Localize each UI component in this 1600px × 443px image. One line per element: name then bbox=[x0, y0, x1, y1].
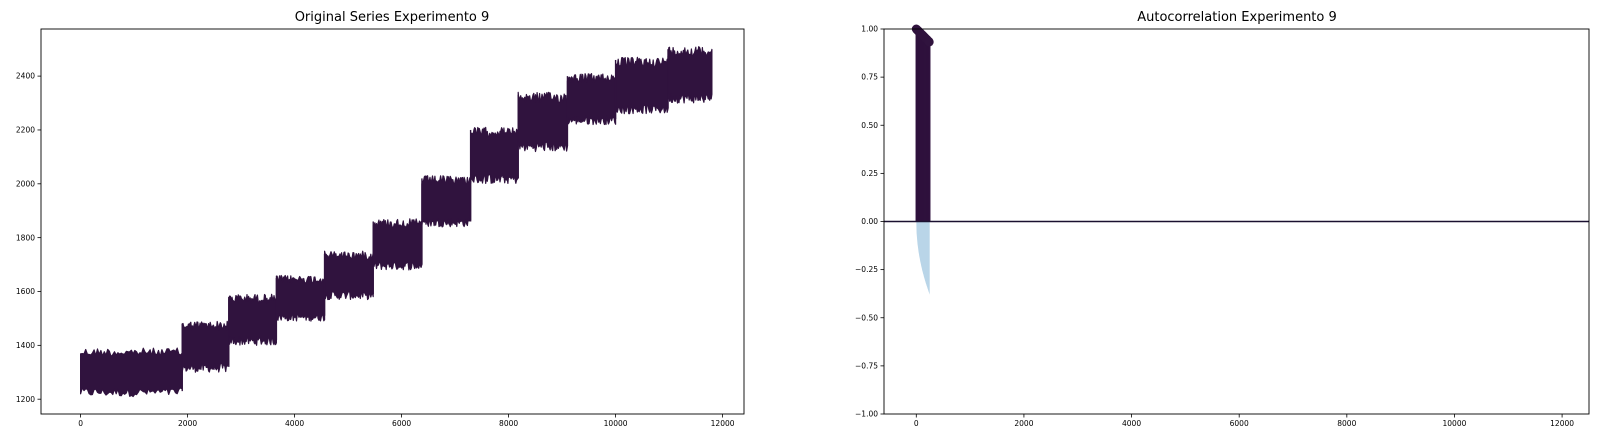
acf-marker bbox=[924, 37, 934, 47]
series-band bbox=[566, 73, 617, 126]
series-band bbox=[470, 126, 519, 185]
x-tick-label: 2000 bbox=[1014, 419, 1033, 428]
chart-title: Autocorrelation Experimento 9 bbox=[1137, 10, 1337, 25]
y-tick-label: 1600 bbox=[16, 287, 35, 296]
x-tick-label: 4000 bbox=[1122, 419, 1141, 428]
series-segment bbox=[181, 296, 230, 373]
x-tick-label: 10000 bbox=[604, 419, 628, 428]
x-tick-label: 8000 bbox=[1337, 419, 1356, 428]
x-tick-label: 12000 bbox=[711, 419, 735, 428]
x-axis: 0 2000 4000 6000 8000 10000 12000 bbox=[914, 414, 1574, 428]
x-tick-label: 10000 bbox=[1443, 419, 1467, 428]
series-band bbox=[421, 175, 472, 228]
x-tick-label: 12000 bbox=[1550, 419, 1574, 428]
x-tick-label: 2000 bbox=[178, 419, 197, 428]
y-tick-label: 0.75 bbox=[861, 73, 878, 82]
series-segment bbox=[517, 76, 569, 153]
x-tick-label: 4000 bbox=[285, 419, 304, 428]
y-axis: 1200 1400 1600 1800 2000 2200 2400 bbox=[16, 72, 41, 404]
series-band bbox=[517, 91, 568, 153]
series-segment bbox=[324, 221, 374, 301]
acf-stems bbox=[915, 29, 931, 222]
y-tick-label: −0.75 bbox=[855, 361, 878, 370]
y-tick-label: 1200 bbox=[16, 395, 35, 404]
original-series-chart: Original Series Experimento 9 0 2000 4000 6… bbox=[16, 10, 745, 428]
series-band bbox=[324, 250, 374, 301]
series-segment bbox=[667, 46, 713, 104]
y-tick-label: 0.00 bbox=[861, 217, 878, 226]
confidence-band bbox=[916, 221, 930, 295]
series-segment bbox=[228, 278, 278, 346]
x-tick-label: 0 bbox=[78, 419, 83, 428]
series-band bbox=[80, 347, 183, 398]
y-tick-label: −0.25 bbox=[855, 265, 878, 274]
series-segment bbox=[615, 49, 669, 115]
series-segment bbox=[421, 129, 472, 228]
x-tick-label: 6000 bbox=[1230, 419, 1249, 428]
y-tick-label: 1.00 bbox=[861, 25, 878, 34]
series-segment bbox=[275, 253, 326, 322]
series-segment bbox=[566, 59, 617, 126]
y-tick-label: 2000 bbox=[16, 179, 35, 188]
series-band bbox=[228, 293, 277, 346]
y-tick-label: 2400 bbox=[16, 72, 35, 81]
y-tick-label: 1400 bbox=[16, 341, 35, 350]
autocorrelation-chart: Autocorrelation Experimento 9 0 2000 4000 6… bbox=[855, 10, 1590, 428]
x-tick-label: 0 bbox=[914, 419, 919, 428]
x-axis: 0 2000 4000 6000 8000 10000 12000 bbox=[78, 414, 735, 428]
series-band bbox=[181, 320, 230, 373]
series-band bbox=[667, 46, 713, 104]
x-tick-label: 6000 bbox=[392, 419, 411, 428]
plot-area bbox=[80, 46, 713, 398]
y-axis: −1.00 −0.75 −0.50 −0.25 0.00 0.25 0.50 0.75 1.00 bbox=[855, 25, 884, 419]
y-tick-label: 1800 bbox=[16, 233, 35, 242]
series-band bbox=[615, 56, 669, 115]
axes-frame bbox=[883, 28, 1590, 415]
series-segment bbox=[470, 94, 519, 185]
series-segment bbox=[80, 323, 183, 398]
chart-title: Original Series Experimento 9 bbox=[295, 10, 490, 25]
series-segment bbox=[372, 178, 423, 271]
series-band bbox=[275, 274, 326, 322]
series-band bbox=[372, 218, 423, 271]
axes-frame bbox=[40, 28, 745, 415]
y-tick-label: −1.00 bbox=[855, 410, 878, 419]
y-tick-label: −0.50 bbox=[855, 313, 878, 322]
y-tick-label: 2200 bbox=[16, 126, 35, 135]
plot-area bbox=[884, 24, 1589, 295]
acf-markers bbox=[911, 24, 934, 47]
y-tick-label: 0.25 bbox=[861, 169, 878, 178]
y-tick-label: 0.50 bbox=[861, 121, 878, 130]
x-tick-label: 8000 bbox=[499, 419, 518, 428]
